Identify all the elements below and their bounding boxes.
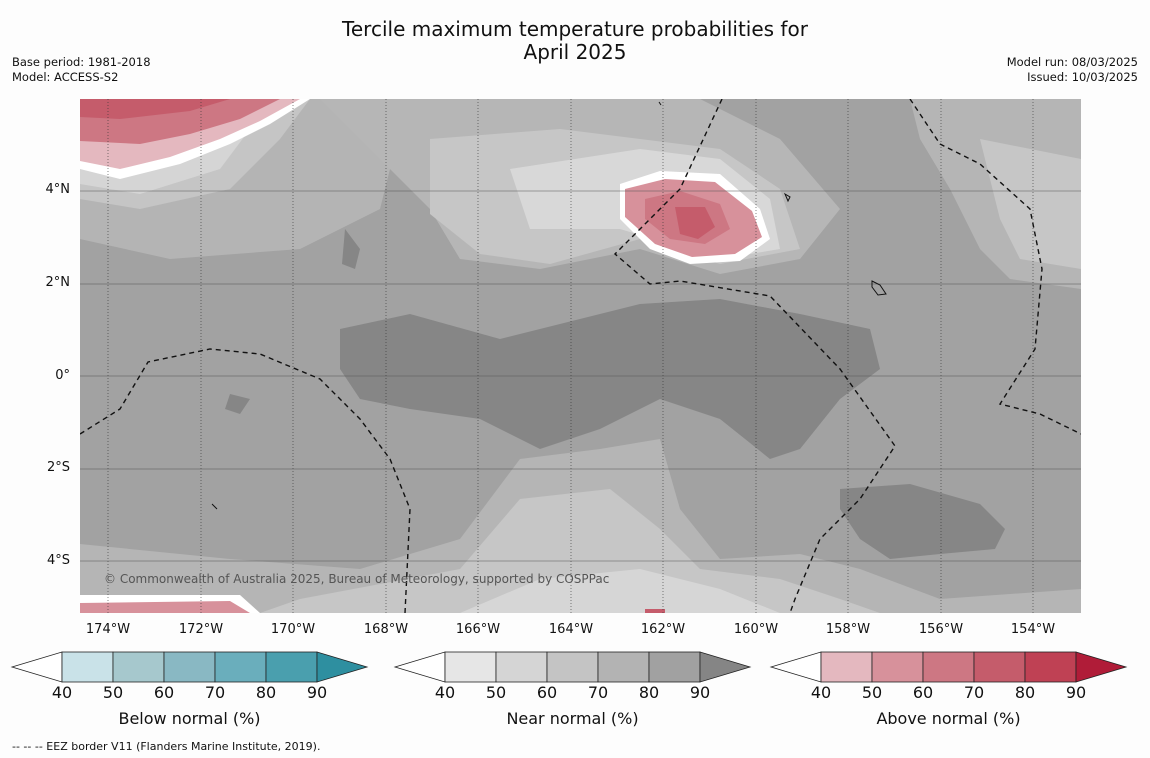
colorbar-extend-low <box>769 651 822 683</box>
colorbar-segment <box>112 651 165 683</box>
lat-label: 4°N <box>45 182 71 197</box>
region-bottom-40-50 <box>460 569 780 613</box>
colorbar-segment <box>597 651 650 683</box>
above-normal-bottom-spot <box>645 609 665 613</box>
colorbar-below-normal <box>10 651 369 683</box>
colorbar-extend-high <box>316 651 369 683</box>
lon-label: 158°W <box>825 622 871 637</box>
lat-label: 0° <box>55 368 70 383</box>
colorbar-segment <box>546 651 599 683</box>
lon-label: 160°W <box>733 622 779 637</box>
region-right-top-light <box>980 139 1081 269</box>
lat-label: 2°S <box>46 460 70 475</box>
islands <box>211 101 887 510</box>
colorbars <box>10 651 1128 683</box>
colorbar-tick-label: 60 <box>536 683 558 702</box>
colorbar-extend-high <box>1075 651 1128 683</box>
colorbar-tick-label: 60 <box>912 683 934 702</box>
base-period-text: Base period: 1981-2018 <box>12 55 151 69</box>
lon-label: 174°W <box>85 622 131 637</box>
eez-footnote: -- -- -- EEZ border V11 (Flanders Marine… <box>12 740 321 753</box>
lat-label: 4°S <box>46 553 70 568</box>
colorbar-tick-label: 40 <box>434 683 456 702</box>
region-dark-center <box>340 299 880 459</box>
colorbar-segment <box>495 651 548 683</box>
chart-title: Tercile maximum temperature probabilitie… <box>0 18 1150 64</box>
colorbar-near-normal <box>393 651 752 683</box>
colorbar-tick-label: 70 <box>963 683 985 702</box>
colorbar-extend-low <box>10 651 63 683</box>
colorbar-tick-label: 80 <box>638 683 660 702</box>
colorbar-label-above: Above normal (%) <box>876 709 1021 728</box>
lon-label: 168°W <box>363 622 409 637</box>
above-normal-bottom-left <box>80 601 250 613</box>
colorbar-segment <box>973 651 1026 683</box>
colorbar-tick-label: 40 <box>51 683 73 702</box>
colorbar-segment <box>163 651 216 683</box>
colorbar-tick-label: 60 <box>153 683 175 702</box>
lon-label: 164°W <box>548 622 594 637</box>
colorbar-tick-label: 40 <box>810 683 832 702</box>
lon-label: 154°W <box>1010 622 1056 637</box>
colorbar-tick-label: 50 <box>102 683 124 702</box>
latitude-gridlines <box>80 190 1081 562</box>
lon-label: 162°W <box>640 622 686 637</box>
model-text: Model: ACCESS-S2 <box>12 70 119 84</box>
meta-left: Base period: 1981-2018 Model: ACCESS-S2 <box>12 55 151 85</box>
title-line-1: Tercile maximum temperature probabilitie… <box>342 17 808 41</box>
title-line-2: April 2025 <box>523 40 627 64</box>
probability-map <box>80 99 1081 613</box>
region-dark-spot <box>342 229 360 269</box>
colorbar-segment <box>922 651 975 683</box>
above-normal-top-left-70 <box>80 99 230 119</box>
lat-label: 2°N <box>45 275 71 290</box>
colorbar-tick-label: 50 <box>861 683 883 702</box>
lon-label: 172°W <box>178 622 224 637</box>
colorbar-tick-label: 70 <box>204 683 226 702</box>
lon-label: 156°W <box>918 622 964 637</box>
colorbar-tick-label: 50 <box>485 683 507 702</box>
colorbar-segment <box>648 651 701 683</box>
colorbar-tick-label: 90 <box>689 683 711 702</box>
colorbar-tick-label: 90 <box>1065 683 1087 702</box>
colorbar-tick-label: 80 <box>1014 683 1036 702</box>
colorbar-segment <box>1024 651 1077 683</box>
colorbar-segment <box>820 651 873 683</box>
colorbar-tick-label: 70 <box>587 683 609 702</box>
copyright-text: © Commonwealth of Australia 2025, Bureau… <box>104 572 610 586</box>
colorbar-label-near: Near normal (%) <box>506 709 639 728</box>
colorbar-segment <box>444 651 497 683</box>
eez-borders <box>80 99 1081 613</box>
region-dark-lower-right <box>840 484 1005 559</box>
region-bottom-50-60 <box>260 489 880 613</box>
colorbar-tick-label: 90 <box>306 683 328 702</box>
colorbar-extend-high <box>699 651 752 683</box>
issued-text: Issued: 10/03/2025 <box>1027 70 1138 84</box>
colorbar-extend-low <box>393 651 446 683</box>
colorbar-segment <box>214 651 267 683</box>
lon-label: 166°W <box>455 622 501 637</box>
colorbar-label-below: Below normal (%) <box>118 709 261 728</box>
lon-label: 170°W <box>270 622 316 637</box>
meta-right: Model run: 08/03/2025 Issued: 10/03/2025 <box>1007 55 1138 85</box>
colorbar-segment <box>61 651 114 683</box>
above-normal-70-80 <box>675 207 715 239</box>
colorbar-segment <box>871 651 924 683</box>
colorbar-tick-label: 80 <box>255 683 277 702</box>
model-run-text: Model run: 08/03/2025 <box>1006 55 1138 69</box>
colorbar-segment <box>265 651 318 683</box>
region-dark-small <box>225 394 250 414</box>
colorbar-above-normal <box>769 651 1128 683</box>
